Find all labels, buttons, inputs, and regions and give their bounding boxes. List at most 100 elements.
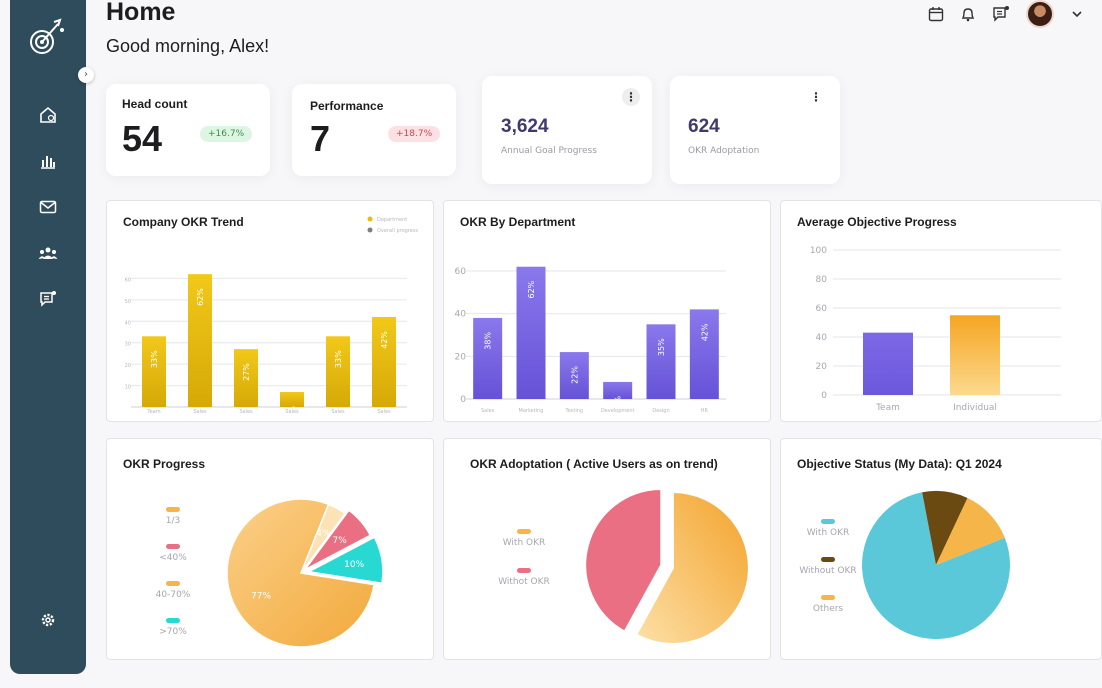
chart-title: OKR Adoptation ( Active Users as on tren… bbox=[470, 457, 718, 471]
greeting-text: Good morning, Alex! bbox=[106, 36, 270, 56]
x-tick-label: Sales bbox=[331, 409, 345, 415]
bar-value-label: 33% bbox=[150, 350, 159, 368]
stat-value: 7 bbox=[310, 118, 331, 159]
avatar[interactable] bbox=[1026, 0, 1054, 28]
bar-value-label: 27% bbox=[242, 363, 251, 381]
trend-badge: +16.7% bbox=[200, 126, 253, 142]
bar-value-label: 62% bbox=[527, 280, 536, 298]
stat-card-okr-adoption: ⋮ 624 OKR Adoptation bbox=[670, 76, 840, 184]
legend-label: Overall progress bbox=[377, 228, 418, 234]
pie-slice bbox=[936, 498, 1005, 565]
nav-bar-chart-icon[interactable] bbox=[35, 150, 61, 172]
stat-label: Head count bbox=[122, 97, 188, 111]
legend-label: With OKR bbox=[807, 528, 850, 538]
card-objective-status: Objective Status (My Data): Q1 2024 With… bbox=[780, 438, 1102, 660]
y-tick-label: 0 bbox=[460, 395, 466, 405]
sidebar-collapse-button[interactable]: › bbox=[78, 67, 94, 83]
legend-label: Others bbox=[813, 604, 844, 614]
y-tick-label: 40 bbox=[816, 333, 828, 343]
chat-icon[interactable] bbox=[991, 4, 1011, 24]
pie-slice bbox=[300, 503, 347, 574]
legend-swatch bbox=[821, 595, 835, 600]
card-okr-progress: OKR Progress 77% 4% 7% 10% 1/3 <40% 40-70% >70% bbox=[106, 438, 434, 660]
target-logo-icon[interactable] bbox=[28, 16, 68, 56]
y-tick-label: 20 bbox=[125, 363, 131, 369]
bar-value-label: 35% bbox=[657, 338, 666, 356]
x-tick-label: Sales bbox=[193, 409, 207, 415]
calendar-icon[interactable] bbox=[926, 4, 946, 24]
y-tick-label: 40 bbox=[125, 320, 131, 326]
card-company-okr-trend: Company OKR Trend 60 50 40 30 20 10 33% Team 62%… bbox=[106, 200, 434, 422]
legend-swatch bbox=[517, 568, 531, 573]
bar-value-label: 7% bbox=[288, 406, 297, 419]
slice-label: 10% bbox=[344, 560, 364, 570]
legend-label: Without OKR bbox=[799, 566, 856, 576]
y-tick-label: 60 bbox=[125, 277, 131, 283]
bar-value-label: 38% bbox=[484, 332, 493, 350]
chart-title: OKR By Department bbox=[460, 215, 576, 229]
bar bbox=[372, 317, 396, 407]
bar bbox=[142, 336, 166, 407]
stat-card-headcount: Head count 54 +16.7% bbox=[106, 84, 270, 176]
more-options-button[interactable]: ⋮ bbox=[622, 88, 640, 106]
nav-team-icon[interactable] bbox=[35, 242, 61, 264]
legend-swatch bbox=[166, 618, 180, 623]
y-tick-label: 40 bbox=[455, 310, 467, 320]
more-options-button[interactable]: ⋮ bbox=[810, 90, 822, 104]
chart-title: Company OKR Trend bbox=[123, 215, 244, 229]
chart-title: Average Objective Progress bbox=[797, 215, 957, 229]
x-tick-label: Development bbox=[601, 408, 635, 414]
x-tick-label: Sales bbox=[239, 409, 253, 415]
okr-adoptation-chart: With OKR Withot OKR bbox=[498, 488, 750, 645]
x-tick-label: Sales bbox=[377, 409, 391, 415]
stat-card-performance: Performance 7 +18.7% bbox=[292, 84, 456, 176]
y-tick-label: 50 bbox=[125, 299, 131, 305]
bar bbox=[603, 381, 633, 399]
x-tick-label: Team bbox=[875, 403, 900, 413]
legend-label: With OKR bbox=[503, 538, 546, 548]
okr-progress-chart: 77% 4%7% 10% 1/3 <40% 40-70% >70% bbox=[156, 498, 384, 648]
trend-badge: +18.7% bbox=[388, 126, 441, 142]
x-tick-label: Sales bbox=[285, 409, 299, 415]
x-tick-label: Design bbox=[652, 408, 669, 414]
average-objective-progress-chart: 100 80 60 40 20 0 Team Individual bbox=[810, 246, 1061, 413]
nav-home-icon[interactable] bbox=[35, 104, 61, 126]
bar-value-label: 62% bbox=[196, 288, 205, 306]
legend-label: 1/3 bbox=[166, 516, 180, 526]
stat-label: Performance bbox=[310, 99, 384, 113]
nav-feedback-icon[interactable] bbox=[35, 288, 61, 310]
card-okr-adoptation: OKR Adoptation ( Active Users as on tren… bbox=[443, 438, 771, 660]
sidebar bbox=[10, 0, 86, 674]
bar-value-label: 42% bbox=[700, 323, 709, 341]
objective-status-chart: With OKR Without OKR Others bbox=[799, 491, 1010, 639]
y-tick-label: 10 bbox=[125, 385, 131, 391]
bar bbox=[188, 274, 212, 407]
chart-title: Objective Status (My Data): Q1 2024 bbox=[797, 457, 1002, 471]
x-tick-label: Testing bbox=[565, 408, 584, 414]
y-tick-label: 20 bbox=[455, 352, 467, 362]
chevron-down-icon[interactable] bbox=[1067, 4, 1087, 24]
bar bbox=[326, 336, 350, 407]
legend-swatch bbox=[821, 519, 835, 524]
slice-label: 7% bbox=[332, 536, 347, 546]
stat-card-annual-goal: ⋮ 3,624 Annual Goal Progress bbox=[482, 76, 652, 184]
nav-mail-icon[interactable] bbox=[35, 196, 61, 218]
page-title: Home bbox=[106, 0, 176, 26]
bell-icon[interactable] bbox=[958, 4, 978, 24]
x-tick-label: HR bbox=[701, 408, 709, 414]
bar bbox=[280, 392, 304, 407]
y-tick-label: 100 bbox=[810, 246, 827, 256]
legend-swatch bbox=[821, 557, 835, 562]
stat-value: 54 bbox=[122, 118, 163, 159]
settings-icon[interactable] bbox=[35, 609, 61, 631]
bar bbox=[646, 324, 676, 399]
bar-value-label: 33% bbox=[334, 350, 343, 368]
legend-label: >70% bbox=[159, 627, 187, 637]
bar bbox=[516, 266, 546, 399]
pie-slice bbox=[922, 491, 968, 565]
bar bbox=[234, 349, 258, 407]
y-tick-label: 20 bbox=[816, 362, 828, 372]
stat-sublabel: OKR Adoptation bbox=[688, 146, 760, 156]
x-tick-label: Marketing bbox=[519, 408, 544, 414]
